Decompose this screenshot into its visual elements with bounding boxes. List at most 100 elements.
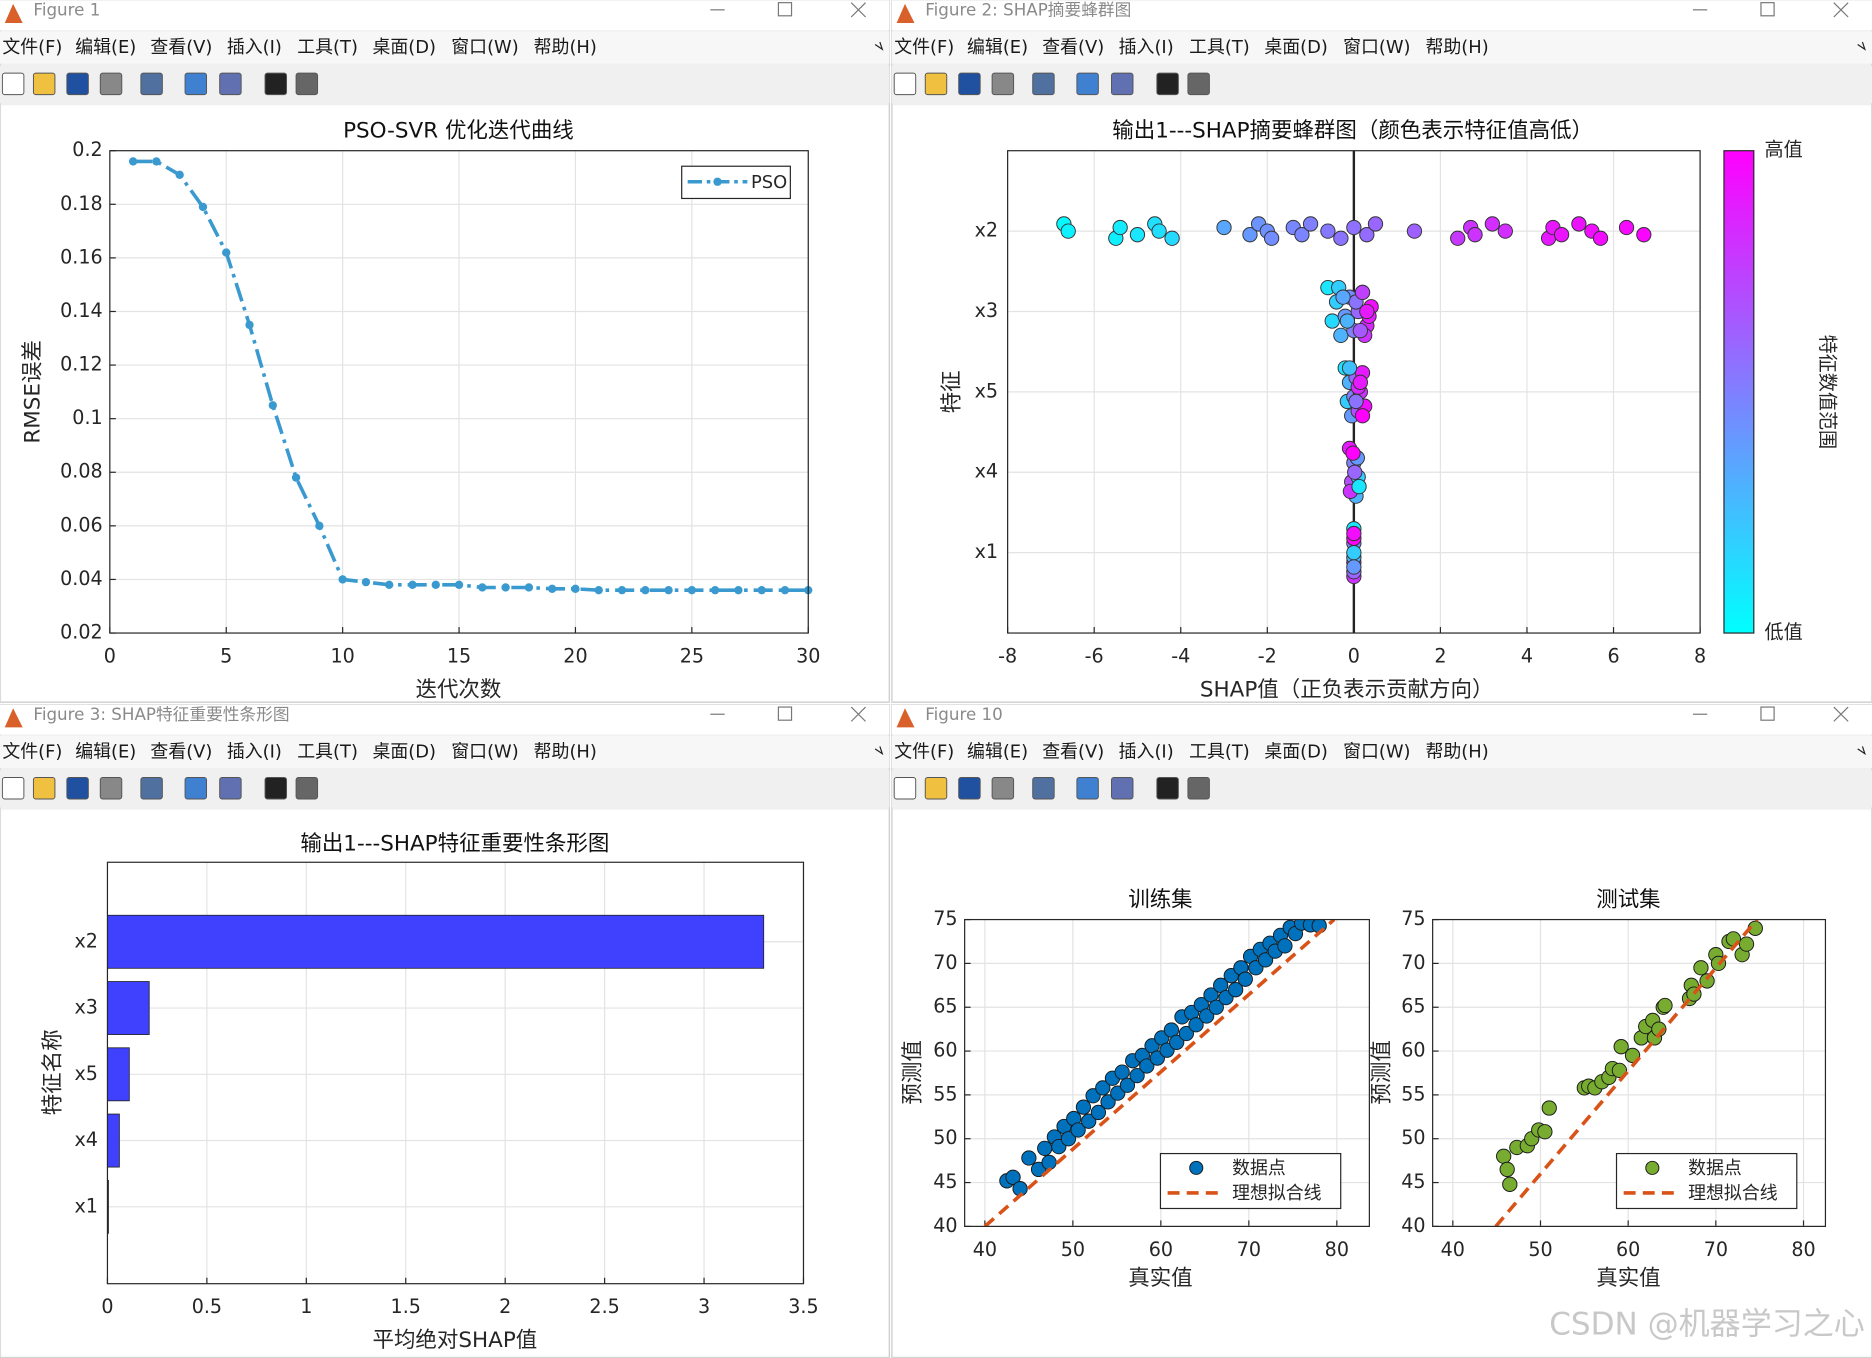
y-tick-label: 60 [1401, 1039, 1425, 1062]
toolbar-button[interactable] [219, 777, 242, 800]
toolbar-button[interactable] [1111, 72, 1134, 96]
toolbar-button[interactable] [924, 72, 948, 96]
y-tick-label: 0.04 [60, 567, 103, 590]
menu-item[interactable]: 查看(V) [1042, 37, 1104, 58]
maximize-button[interactable] [777, 2, 793, 17]
toolbar-button[interactable] [1156, 72, 1179, 96]
menu-item[interactable]: 窗口(W) [451, 741, 518, 762]
maximize-button[interactable] [777, 706, 793, 721]
toolbar-button[interactable] [264, 72, 288, 96]
menu-item[interactable]: 窗口(W) [1343, 37, 1410, 58]
toolbar-button[interactable] [1, 72, 25, 96]
menu-item[interactable]: 插入(I) [1119, 741, 1174, 762]
toolbar-button[interactable] [264, 777, 288, 800]
toolbar-button[interactable] [1156, 777, 1179, 800]
menu-item[interactable]: 查看(V) [150, 37, 212, 58]
point [1341, 360, 1358, 376]
x-tick-label: -6 [1085, 644, 1104, 667]
menu-item[interactable]: 文件(F) [894, 37, 954, 58]
point [1129, 1067, 1145, 1084]
toolbar-button[interactable] [991, 72, 1015, 96]
menu-item[interactable]: 桌面(D) [1264, 37, 1328, 58]
menu-item[interactable]: 工具(T) [297, 741, 358, 762]
menu-item[interactable]: 插入(I) [227, 37, 282, 58]
toolbar-button[interactable] [140, 777, 163, 800]
x-axis-label: 平均绝对SHAP值 [372, 1328, 537, 1353]
menu-item[interactable]: 桌面(D) [372, 741, 436, 762]
menu-item[interactable]: 帮助(H) [534, 37, 597, 58]
toolbar-button[interactable] [32, 72, 56, 96]
y-axis-label: 特征名称 [41, 1029, 66, 1115]
menu-item[interactable]: 编辑(E) [75, 37, 136, 58]
toolbar-button[interactable] [219, 72, 242, 96]
menu-item[interactable]: 编辑(E) [75, 741, 136, 762]
toolbar-button[interactable] [140, 72, 163, 96]
toolbar-button[interactable] [99, 72, 123, 96]
menu-item[interactable]: 桌面(D) [372, 37, 436, 58]
x-tick-label: 40 [1441, 1238, 1465, 1261]
menu-item[interactable]: 编辑(E) [967, 37, 1028, 58]
menu-item[interactable]: 编辑(E) [967, 741, 1028, 762]
menu-item[interactable]: 插入(I) [227, 741, 282, 762]
point [1333, 327, 1349, 344]
toolbar-button[interactable] [184, 72, 208, 96]
x-tick-label: -2 [1258, 644, 1277, 667]
close-button[interactable] [850, 2, 866, 18]
menu-item[interactable]: 插入(I) [1119, 37, 1174, 58]
toolbar-button[interactable] [1, 777, 25, 800]
maximize-button[interactable] [1760, 2, 1775, 17]
menu-item[interactable]: 文件(F) [2, 741, 62, 762]
toolbar-button[interactable] [958, 72, 981, 96]
menu-item[interactable]: 文件(F) [894, 741, 954, 762]
toolbar-button[interactable] [184, 777, 208, 800]
y-tick-label: x5 [74, 1062, 97, 1085]
toolbar-button[interactable] [958, 777, 981, 800]
toolbar-button[interactable] [66, 72, 89, 96]
toolbar-button[interactable] [32, 777, 56, 800]
point [594, 585, 603, 595]
toolbar-button[interactable] [1032, 777, 1055, 800]
close-button[interactable] [1833, 2, 1849, 18]
toolbar-button[interactable] [66, 777, 89, 800]
menu-item[interactable]: 工具(T) [297, 37, 358, 58]
toolbar-button[interactable] [295, 72, 319, 96]
menu-item[interactable]: 查看(V) [1042, 741, 1104, 762]
menu-item[interactable]: 帮助(H) [1425, 37, 1488, 58]
toolbar-button[interactable] [924, 777, 948, 800]
close-button[interactable] [850, 706, 866, 722]
x-tick-label: 15 [447, 644, 471, 667]
toolbar-button[interactable] [1187, 777, 1210, 800]
maximize-button[interactable] [1760, 706, 1775, 721]
menu-item[interactable]: 查看(V) [150, 741, 212, 762]
menu-item[interactable]: 帮助(H) [534, 741, 597, 762]
point [1345, 445, 1361, 461]
window: Figure 1 文件(F) 编辑(E) 查看(V) 插入(I) 工具(T) 桌面(D) 窗口… [0, 0, 891, 703]
toolbar-button[interactable] [99, 777, 123, 800]
app-icon [4, 708, 23, 728]
y-tick-label: 75 [1401, 907, 1425, 930]
toolbar-button[interactable] [1076, 72, 1099, 96]
toolbar-button[interactable] [1032, 72, 1055, 96]
menu-item[interactable]: 桌面(D) [1264, 741, 1328, 762]
toolbar-button[interactable] [295, 777, 319, 800]
toolbar-button[interactable] [1111, 777, 1134, 800]
axes-box [964, 918, 1370, 1227]
y-tick-label: 0.18 [60, 192, 103, 215]
toolbar-button[interactable] [893, 777, 917, 800]
menu-item[interactable]: 工具(T) [1189, 37, 1250, 58]
toolbar-button[interactable] [991, 777, 1015, 800]
menu-item[interactable]: 文件(F) [2, 37, 62, 58]
toolbar-button[interactable] [1076, 777, 1099, 800]
x-tick-label: 0 [104, 644, 116, 667]
point [1060, 1131, 1077, 1147]
point [1346, 219, 1362, 236]
point [454, 580, 464, 589]
menu-item[interactable]: 窗口(W) [1343, 741, 1410, 762]
toolbar-button[interactable] [1187, 72, 1210, 96]
close-button[interactable] [1833, 706, 1849, 722]
menu-item[interactable]: 窗口(W) [451, 37, 518, 58]
toolbar-button[interactable] [893, 72, 917, 96]
menu-item[interactable]: 工具(T) [1189, 741, 1250, 762]
menu-item[interactable]: 帮助(H) [1425, 741, 1488, 762]
